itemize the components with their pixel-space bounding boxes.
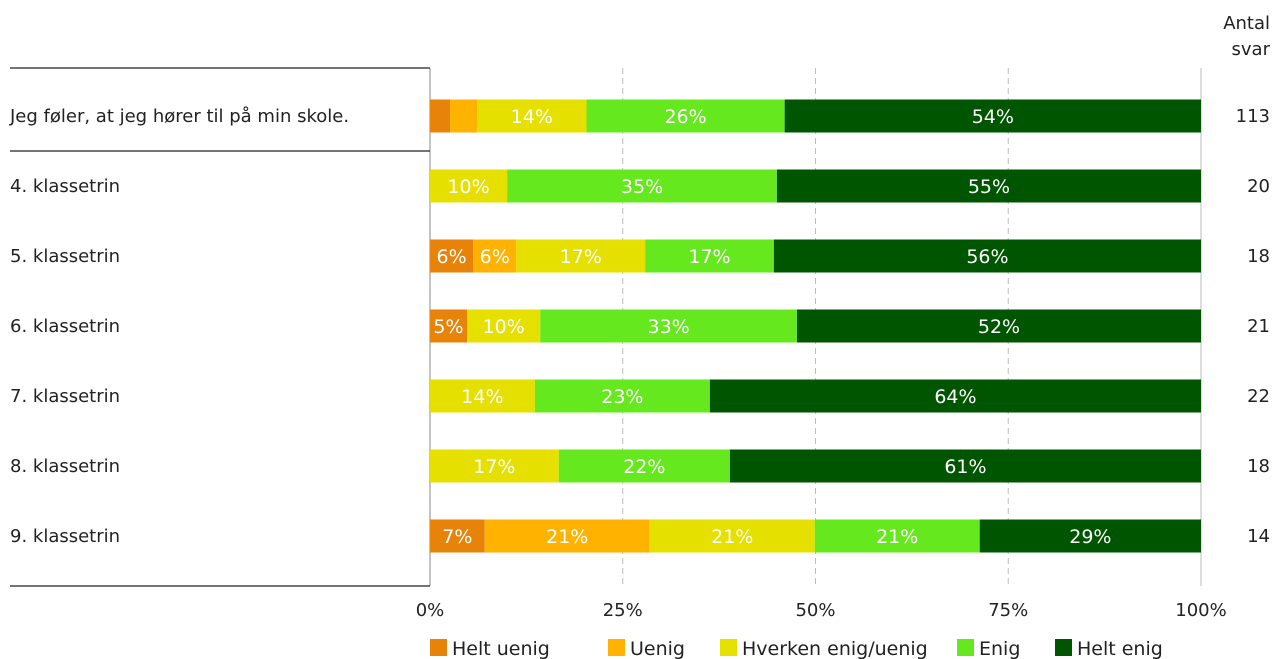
bar-segment (430, 309, 468, 343)
data-label: 21% (711, 526, 753, 548)
legend-label: Uenig (630, 638, 685, 659)
bar-segment (430, 99, 451, 133)
legend-swatch (608, 639, 625, 656)
bar-segment (979, 519, 1201, 553)
category-label: Jeg føler, at jeg hører til på min skole… (9, 106, 349, 127)
count-header-line1: Antal (1223, 13, 1270, 34)
data-label: 5% (433, 316, 463, 338)
data-label: 29% (1069, 526, 1111, 548)
legend-swatch (957, 639, 974, 656)
x-tick-label: 25% (603, 600, 643, 621)
category-label: 4. klassetrin (10, 176, 120, 197)
bar-segment (645, 239, 774, 273)
bar-segment (776, 169, 1201, 203)
bar-segment (430, 519, 485, 553)
data-label: 6% (480, 246, 510, 268)
legend-label: Hverken enig/uenig (742, 638, 928, 659)
x-tick-label: 100% (1175, 600, 1226, 621)
bar-segment (773, 239, 1201, 273)
bar-segment (430, 449, 559, 483)
bar-segment (430, 379, 535, 413)
data-label: 17% (688, 246, 730, 268)
bar-segment (473, 239, 517, 273)
category-label: 9. klassetrin (10, 526, 120, 547)
data-label: 54% (972, 106, 1014, 128)
bar-segment (586, 99, 785, 133)
legend-label: Enig (979, 638, 1020, 659)
data-label: 21% (546, 526, 588, 548)
legend-swatch (720, 639, 737, 656)
bar-segment (534, 379, 710, 413)
legend-swatch (430, 639, 447, 656)
bar-segment (467, 309, 541, 343)
bar-segment (784, 99, 1201, 133)
legend-swatch (1055, 639, 1072, 656)
category-label: 8. klassetrin (10, 456, 120, 477)
response-count: 18 (1247, 246, 1270, 267)
category-label: 6. klassetrin (10, 316, 120, 337)
bar-segment (507, 169, 777, 203)
data-label: 52% (978, 316, 1020, 338)
data-label: 17% (473, 456, 515, 478)
data-label: 10% (483, 316, 525, 338)
legend-label: Helt uenig (452, 638, 550, 659)
response-count: 14 (1247, 526, 1270, 547)
data-label: 35% (621, 176, 663, 198)
bar-segment (709, 379, 1201, 413)
data-label: 21% (876, 526, 918, 548)
data-label: 61% (944, 456, 986, 478)
data-label: 26% (664, 106, 706, 128)
x-tick-label: 75% (988, 600, 1028, 621)
bar-segment (430, 239, 474, 273)
data-label: 14% (461, 386, 503, 408)
category-label: 7. klassetrin (10, 386, 120, 407)
bar-segment (516, 239, 646, 273)
data-label: 22% (623, 456, 665, 478)
response-count: 18 (1247, 456, 1270, 477)
bar-segment (729, 449, 1201, 483)
bar-segment (540, 309, 797, 343)
bar-segment (649, 519, 815, 553)
bar-segment (477, 99, 587, 133)
data-label: 23% (601, 386, 643, 408)
category-label: 5. klassetrin (10, 246, 120, 267)
legend-label: Helt enig (1077, 638, 1163, 659)
bar-segment (430, 169, 508, 203)
response-count: 20 (1247, 176, 1270, 197)
response-count: 113 (1236, 106, 1270, 127)
x-tick-label: 50% (795, 600, 835, 621)
bar-segment (450, 99, 478, 133)
data-label: 64% (934, 386, 976, 408)
data-label: 17% (560, 246, 602, 268)
bar-segment (484, 519, 650, 553)
bar-segment (558, 449, 730, 483)
data-label: 10% (447, 176, 489, 198)
bar-segment (814, 519, 980, 553)
response-count: 22 (1247, 386, 1270, 407)
data-label: 7% (442, 526, 472, 548)
data-label: 14% (511, 106, 553, 128)
data-label: 56% (966, 246, 1008, 268)
bar-segment (796, 309, 1201, 343)
data-label: 55% (968, 176, 1010, 198)
data-label: 33% (648, 316, 690, 338)
count-header-line2: svar (1232, 39, 1271, 60)
data-label: 6% (437, 246, 467, 268)
response-count: 21 (1247, 316, 1270, 337)
x-tick-label: 0% (416, 600, 445, 621)
